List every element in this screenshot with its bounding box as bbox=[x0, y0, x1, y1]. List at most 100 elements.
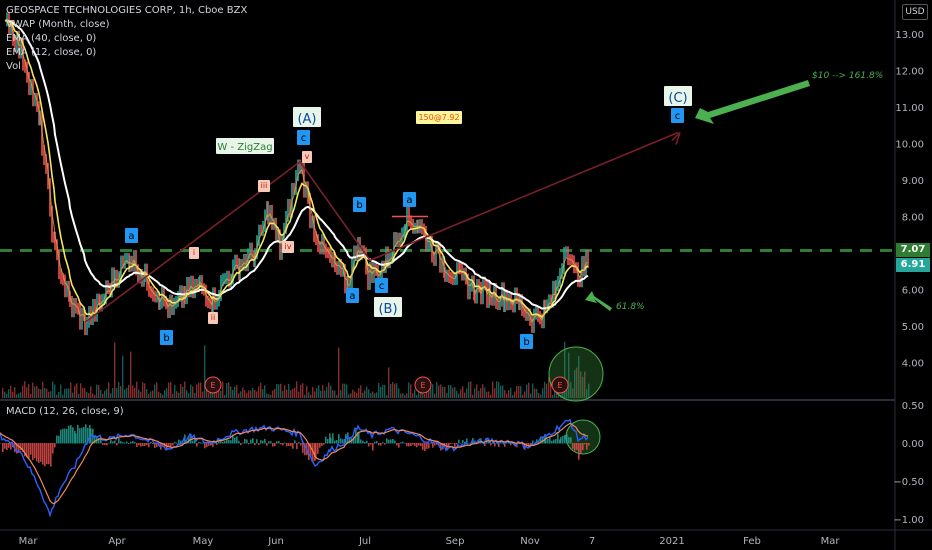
macd-histogram-bar bbox=[200, 442, 202, 444]
macd-histogram-bar bbox=[302, 443, 304, 453]
volume-bar bbox=[150, 391, 152, 398]
macd-histogram-bar bbox=[34, 443, 36, 459]
wave-label-b2 bbox=[353, 197, 366, 212]
macd-histogram-bar bbox=[394, 440, 396, 444]
legend-vwap[interactable]: VWAP (Month, close) bbox=[6, 19, 110, 30]
volume-bar bbox=[360, 385, 362, 398]
macd-histogram-bar bbox=[315, 443, 317, 459]
volume-bar bbox=[280, 383, 282, 398]
volume-bar bbox=[184, 381, 186, 398]
volume-bar bbox=[82, 388, 84, 398]
macd-histogram-bar bbox=[396, 443, 398, 446]
volume-bar bbox=[378, 382, 380, 398]
volume-bar bbox=[194, 393, 196, 398]
wave-label-iii-text: iii bbox=[261, 181, 268, 190]
macd-histogram-bar bbox=[72, 427, 74, 444]
macd-histogram-bar bbox=[150, 441, 152, 444]
volume-bar bbox=[434, 393, 436, 398]
volume-bar bbox=[198, 382, 200, 398]
wave-label-a3 bbox=[403, 192, 416, 207]
macd-legend[interactable]: MACD (12, 26, close, 9) bbox=[6, 406, 124, 417]
macd-signal-line bbox=[0, 422, 589, 505]
macd-histogram-bar bbox=[294, 440, 296, 444]
volume-bar bbox=[476, 384, 478, 398]
volume-bar bbox=[122, 355, 124, 398]
volume-bar bbox=[510, 387, 512, 398]
volume-bar bbox=[120, 386, 122, 398]
volume-bar bbox=[148, 393, 150, 398]
macd-histogram-bar bbox=[524, 443, 526, 450]
volume-bar bbox=[108, 382, 110, 398]
wave-label-a2-text: a bbox=[349, 291, 355, 302]
volume-bar bbox=[208, 392, 210, 398]
macd-histogram-bar bbox=[74, 430, 76, 444]
wave-label-A bbox=[293, 107, 321, 127]
legend-vol[interactable]: Vol bbox=[6, 61, 21, 72]
wave-label-iv bbox=[282, 241, 294, 253]
macd-histogram-bar bbox=[42, 443, 44, 465]
macd-histogram-bar bbox=[36, 443, 38, 462]
macd-histogram-bar bbox=[140, 443, 142, 447]
currency-badge[interactable]: USD bbox=[902, 4, 928, 20]
volume-bar bbox=[266, 393, 268, 398]
volume-bar bbox=[562, 393, 564, 398]
volume-bar bbox=[268, 394, 270, 398]
macd-histogram-bar bbox=[266, 443, 268, 446]
wave-label-C bbox=[664, 86, 692, 106]
volume-bar bbox=[142, 382, 144, 398]
volume-bar bbox=[188, 393, 190, 398]
legend-title[interactable]: GEOSPACE TECHNOLOGIES CORP, 1h, Cboe BZX bbox=[6, 5, 248, 16]
volume-bar bbox=[552, 394, 554, 398]
volume-bar bbox=[156, 382, 158, 398]
time-axis-label: Jul bbox=[358, 536, 371, 547]
volume-bar bbox=[284, 385, 286, 398]
macd-histogram-bar bbox=[170, 443, 172, 447]
volume-bar bbox=[448, 385, 450, 398]
macd-histogram-bar bbox=[450, 443, 452, 445]
macd-histogram-bar bbox=[296, 443, 298, 450]
volume-bar bbox=[22, 385, 24, 398]
macd-histogram-bar bbox=[584, 443, 586, 445]
volume-bar bbox=[12, 391, 14, 398]
volume-bar bbox=[238, 393, 240, 398]
macd-histogram-bar bbox=[353, 436, 355, 444]
wave-label-b1-text: b bbox=[163, 333, 169, 344]
macd-histogram-bar bbox=[568, 437, 570, 444]
volume-bar bbox=[474, 388, 476, 398]
macd-histogram-bar bbox=[112, 441, 114, 444]
macd-histogram-bar bbox=[46, 443, 48, 465]
volume-bar bbox=[140, 391, 142, 398]
macd-histogram-bar bbox=[323, 443, 325, 445]
volume-bar bbox=[118, 382, 120, 398]
volume-bar bbox=[72, 392, 74, 398]
volume-bar bbox=[282, 390, 284, 398]
volume-bar bbox=[494, 388, 496, 398]
volume-bar bbox=[276, 383, 278, 398]
macd-histogram-bar bbox=[274, 443, 276, 447]
volume-bar bbox=[496, 381, 498, 398]
macd-histogram-bar bbox=[372, 443, 374, 451]
volume-bar bbox=[306, 385, 308, 398]
volume-bar bbox=[304, 394, 306, 398]
volume-bar bbox=[388, 367, 390, 398]
volume-bar bbox=[438, 385, 440, 398]
macd-histogram-bar bbox=[532, 440, 534, 444]
macd-histogram-bar bbox=[272, 443, 274, 447]
volume-bar bbox=[20, 392, 22, 398]
legend-ema12[interactable]: EMA (12, close, 0) bbox=[6, 47, 97, 58]
macd-histogram-bar bbox=[588, 443, 590, 446]
macd-histogram-bar bbox=[4, 443, 6, 449]
macd-histogram-bar bbox=[70, 425, 72, 444]
macd-histogram-bar bbox=[268, 441, 270, 444]
wave-label-b1 bbox=[160, 330, 173, 345]
macd-histogram-bar bbox=[490, 443, 492, 446]
volume-bar bbox=[366, 386, 368, 398]
vwap-line bbox=[4, 18, 589, 324]
macd-histogram-bar bbox=[222, 441, 224, 444]
legend-ema40[interactable]: EMA (40, close, 0) bbox=[6, 33, 97, 44]
volume-bar bbox=[588, 383, 590, 398]
volume-bar bbox=[302, 383, 304, 398]
macd-histogram-bar bbox=[570, 437, 572, 444]
macd-histogram-bar bbox=[110, 439, 112, 444]
